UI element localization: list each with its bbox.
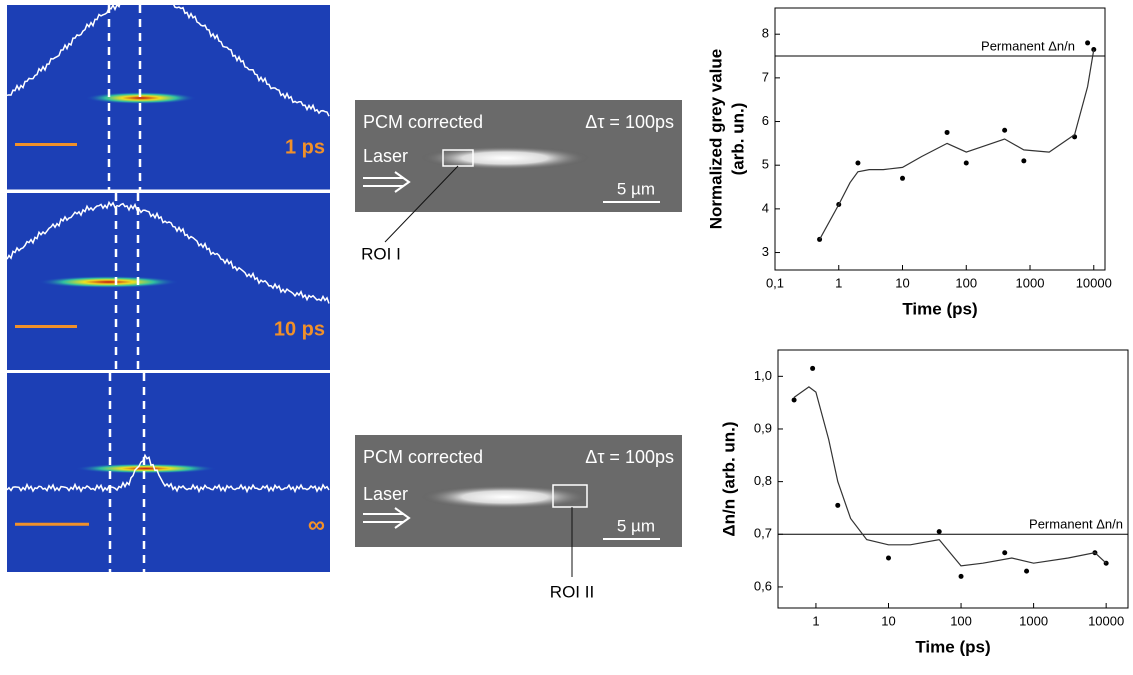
- laser-arrow: [363, 507, 411, 529]
- y-tick-label: 4: [762, 200, 769, 215]
- roi-pointer: [384, 165, 459, 243]
- y-tick-label: 0,6: [754, 578, 772, 593]
- data-point: [1091, 46, 1097, 52]
- data-point: [958, 573, 964, 579]
- data-point: [900, 175, 906, 181]
- laser-arrow: [363, 171, 411, 193]
- x-tick-label: 1: [835, 275, 842, 290]
- laser-beam: [420, 485, 590, 509]
- delay-label: ∞: [308, 512, 325, 539]
- data-point: [791, 397, 797, 403]
- data-point: [936, 529, 942, 535]
- data-point: [835, 502, 841, 508]
- intensity-profile: [6, 453, 330, 494]
- plot-frame: [774, 7, 1106, 271]
- intensity-glow: [75, 463, 216, 474]
- y-tick-label: 5: [762, 157, 769, 172]
- y-axis-label: Normalized grey value: [706, 49, 725, 229]
- laser-label: Laser: [363, 484, 408, 504]
- y-tick-label: 3: [762, 244, 769, 259]
- x-tick-label: 10: [895, 275, 909, 290]
- image-caption: PCM corrected: [363, 447, 483, 467]
- data-point: [817, 236, 823, 242]
- data-point: [1002, 550, 1008, 556]
- data-point: [1024, 568, 1030, 574]
- delay-label: 10 ps: [274, 318, 325, 340]
- image-caption: PCM corrected: [363, 112, 483, 132]
- data-point: [963, 160, 969, 166]
- intensity-profile: [6, 200, 330, 304]
- intensity-glow: [38, 276, 179, 288]
- y-tick-label: 6: [762, 113, 769, 128]
- y-axis-label: (arb. un.): [728, 103, 747, 176]
- y-tick-label: 8: [762, 26, 769, 41]
- image-delay: Δτ = 100ps: [585, 112, 674, 132]
- laser-label: Laser: [363, 146, 408, 166]
- data-point: [885, 555, 891, 561]
- plot-frame: [777, 349, 1129, 609]
- y-tick-label: 7: [762, 69, 769, 84]
- y-tick-label: 0,8: [754, 473, 772, 488]
- fit-curve: [793, 386, 1107, 567]
- delay-label: 1 ps: [285, 137, 325, 159]
- reference-label: Permanent Δn/n: [1029, 517, 1123, 532]
- x-tick-label: 1000: [1019, 613, 1048, 628]
- x-axis-label: Time (ps): [915, 637, 990, 656]
- x-tick-label: 10000: [1088, 613, 1124, 628]
- x-tick-label: 0,1: [766, 275, 784, 290]
- x-tick-label: 100: [955, 275, 977, 290]
- scale-label: 5 µm: [617, 179, 655, 198]
- x-tick-label: 10000: [1076, 275, 1112, 290]
- reference-label: Permanent Δn/n: [981, 38, 1075, 53]
- y-tick-label: 1,0: [754, 368, 772, 383]
- roi-label: ROI II: [550, 582, 594, 601]
- y-tick-label: 0,9: [754, 420, 772, 435]
- intensity-glow: [85, 92, 196, 104]
- roi-box: [552, 484, 588, 508]
- scale-label: 5 µm: [617, 516, 655, 535]
- y-tick-label: 0,7: [754, 526, 772, 541]
- data-point: [1002, 127, 1008, 133]
- intensity-profile: [6, 0, 330, 117]
- laser-beam: [420, 146, 590, 170]
- x-tick-label: 1000: [1016, 275, 1045, 290]
- x-tick-label: 100: [950, 613, 972, 628]
- data-point: [1085, 40, 1091, 46]
- image-delay: Δτ = 100ps: [585, 447, 674, 467]
- data-point: [944, 129, 950, 135]
- x-tick-label: 10: [881, 613, 895, 628]
- data-point: [855, 160, 861, 166]
- fit-curve: [819, 49, 1095, 240]
- y-axis-label: Δn/n (arb. un.): [719, 421, 738, 536]
- data-point: [810, 365, 816, 371]
- roi-label: ROI I: [361, 244, 401, 263]
- x-tick-label: 1: [812, 613, 819, 628]
- x-axis-label: Time (ps): [902, 299, 977, 318]
- data-point: [1021, 158, 1027, 164]
